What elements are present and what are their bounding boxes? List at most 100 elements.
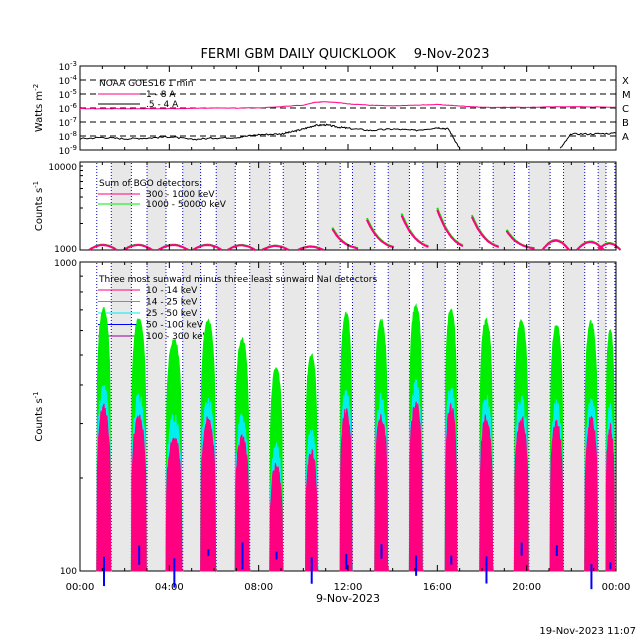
y-tick-exponent: -3 <box>70 60 77 68</box>
nai-burst-fill <box>513 415 530 572</box>
nai-burst-fill <box>305 448 319 572</box>
saa-shade <box>216 262 236 571</box>
y-tick-base: 10 <box>59 133 71 143</box>
y-tick-label: 10-7 <box>59 116 77 129</box>
saa-shade <box>216 162 236 250</box>
nai-burst-fill <box>444 403 458 572</box>
y-tick-base: 10 <box>59 147 71 157</box>
bgo-legend-label: 300 - 1000 keV <box>146 190 215 200</box>
nai-burst-fill <box>200 416 217 573</box>
goes-legend-label: .5 - 4 A <box>146 100 179 110</box>
nai-blue-spike <box>415 555 418 576</box>
bgo-legend-title: Sum of BGO detectors: <box>99 179 202 189</box>
bgo-series-line <box>227 244 256 251</box>
bgo-series-line <box>576 241 605 251</box>
y-tick-label: 10-9 <box>59 144 77 157</box>
nai-burst-fill <box>549 419 564 572</box>
flare-class-label: A <box>622 132 629 143</box>
saa-shade <box>147 262 166 571</box>
nai-blue-spike <box>345 553 348 570</box>
saa-shade <box>249 162 270 250</box>
bgo-series-line <box>470 216 500 248</box>
nai-blue-spike <box>609 562 612 570</box>
nai-burst-fill <box>374 414 389 572</box>
bgo-series-line <box>331 228 359 250</box>
saa-shade <box>457 162 480 250</box>
saa-shade <box>111 162 132 250</box>
nai-legend-label: 100 - 300 keV <box>146 332 210 342</box>
saa-shade <box>182 162 201 250</box>
saa-shade <box>422 262 446 571</box>
saa-shade <box>317 262 341 571</box>
nai-legend-label: 10 - 14 keV <box>146 286 198 296</box>
y-axis-label-exponent: -1 <box>32 391 40 398</box>
nai-blue-spike <box>520 542 523 556</box>
y-axis-label: Watts m-2 <box>32 84 45 132</box>
bgo-series-line <box>505 230 535 250</box>
chart-title: FERMI GBM DAILY QUICKLOOK 9-Nov-2023 <box>200 47 489 62</box>
footer-timestamp: 19-Nov-2023 11:07 <box>539 626 636 637</box>
saa-shade <box>457 262 480 571</box>
y-tick-label: 10-3 <box>59 60 77 73</box>
saa-shade <box>249 262 270 571</box>
y-tick-exponent: -8 <box>70 130 77 138</box>
y-tick-base: 10 <box>59 77 71 87</box>
bgo-series-line <box>192 243 223 251</box>
nai-blue-spike <box>380 544 383 559</box>
saa-shade <box>182 262 201 571</box>
y-tick-exponent: -6 <box>70 102 78 110</box>
y-tick-label: 10-8 <box>59 130 77 143</box>
y-tick-label: 100 <box>60 567 77 577</box>
saa-shade <box>317 162 341 250</box>
y-tick-exponent: -9 <box>70 144 77 152</box>
goes-series-line <box>80 101 617 110</box>
saa-shade <box>147 162 166 250</box>
y-tick-label: 10-6 <box>59 102 78 115</box>
x-axis: 00:00 04:00 08:00 12:00 16:00 20:00 00:00 <box>66 582 631 593</box>
y-tick-label: 10000 <box>48 163 77 173</box>
saa-shade <box>598 262 606 571</box>
x-axis-label: 9-Nov-2023 <box>316 592 380 605</box>
bgo-panel: 10000 1000 Counts s-1 Sum of BGO detectors:… <box>32 161 622 255</box>
nai-blue-spike <box>173 558 176 588</box>
nai-legend-label: 25 - 50 keV <box>146 309 198 319</box>
bgo-series-line <box>541 239 570 251</box>
goes-series-line <box>79 123 461 149</box>
x-tick-label: 04:00 <box>155 582 184 593</box>
y-tick-label: 10-4 <box>59 74 78 87</box>
nai-blue-spike <box>555 545 558 556</box>
flare-class-label: C <box>622 104 629 115</box>
y-tick-exponent: -5 <box>70 88 77 96</box>
goes-legend-label: 1 - 8 A <box>146 90 176 100</box>
x-tick-label: 16:00 <box>423 582 452 593</box>
saa-shade <box>598 162 606 250</box>
y-axis-label-exponent: -1 <box>32 181 40 188</box>
saa-shade <box>528 262 551 571</box>
bgo-series-line <box>157 243 189 251</box>
x-tick-label: 20:00 <box>512 582 541 593</box>
y-axis-label: Counts s-1 <box>32 181 45 231</box>
goes-legend-title: NOAA GOES16 1 min <box>99 79 193 89</box>
bgo-legend-label: 1000 - 50000 keV <box>146 200 227 210</box>
x-tick-label: 12:00 <box>334 582 363 593</box>
nai-burst-fill <box>339 408 354 572</box>
flare-class-label: M <box>622 90 631 101</box>
bgo-series-line <box>597 242 622 251</box>
saa-shade <box>388 262 410 571</box>
y-axis-label: Counts s-1 <box>32 391 45 441</box>
saa-shade <box>528 162 551 250</box>
nai-burst-fill <box>408 401 424 572</box>
nai-burst-fill <box>479 414 494 572</box>
nai-burst-fill <box>234 433 251 572</box>
bgo-series-line <box>122 244 153 251</box>
saa-shade <box>352 162 375 250</box>
bgo-series-line <box>261 244 290 251</box>
y-tick-base: 10 <box>59 119 71 129</box>
nai-burst-fill <box>165 437 184 572</box>
x-tick-label: 08:00 <box>244 582 273 593</box>
nai-burst-fill <box>269 463 284 572</box>
y-tick-exponent: -7 <box>70 116 77 124</box>
y-axis-label-exponent: -2 <box>32 84 40 91</box>
